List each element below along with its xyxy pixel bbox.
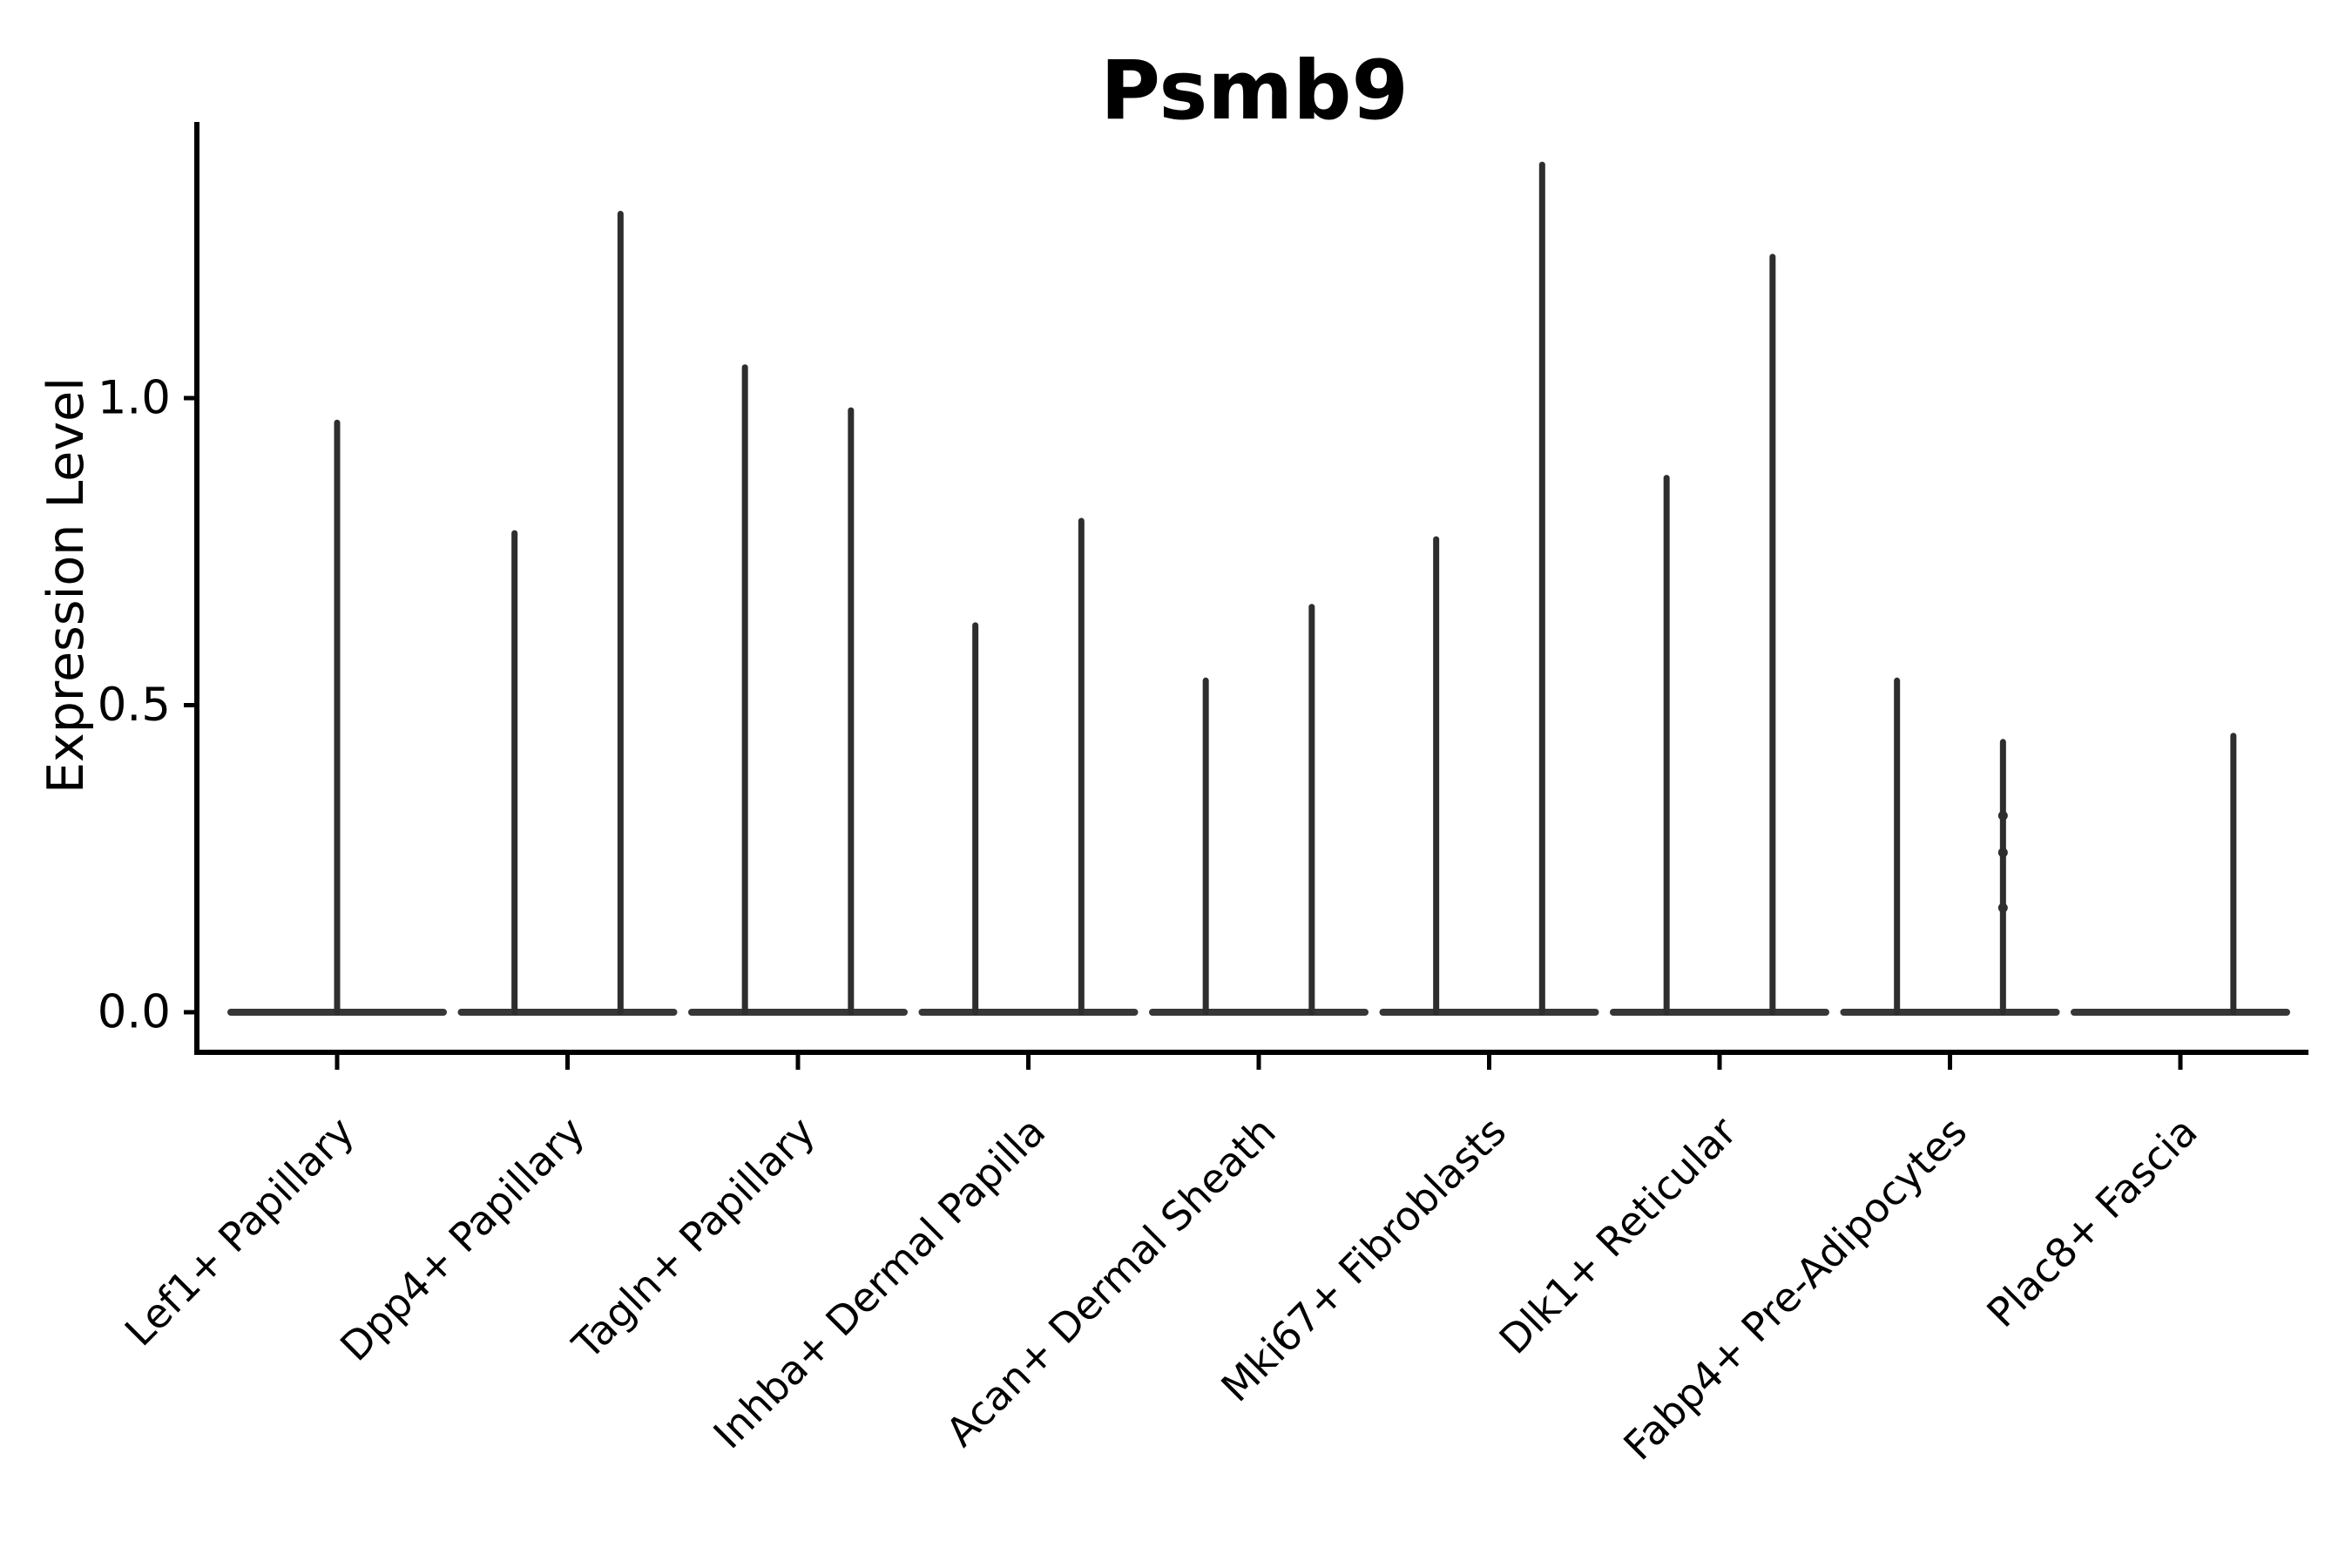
x-category-label: Plac8+ Fascia	[1977, 1108, 2206, 1336]
y-axis-label: Expression Level	[37, 377, 95, 794]
y-tick-label: 0.0	[98, 986, 171, 1039]
data-point-dot	[1997, 810, 2008, 821]
y-tick-label: 1.0	[98, 372, 171, 425]
data-point-dot	[1997, 902, 2008, 913]
chart-title: Psmb9	[1100, 44, 1409, 139]
x-category-label: Dlk1+ Reticular	[1490, 1108, 1746, 1363]
violins-layer	[227, 161, 2290, 1016]
y-tick-label: 0.5	[98, 679, 171, 732]
x-category-label: Dpp4+ Papillary	[331, 1108, 593, 1370]
x-category-label: Tagln+ Papillary	[563, 1108, 824, 1369]
x-category-label: Lef1+ Papillary	[116, 1108, 363, 1355]
axes-layer	[184, 122, 2308, 1070]
data-point-dot	[1997, 848, 2008, 858]
